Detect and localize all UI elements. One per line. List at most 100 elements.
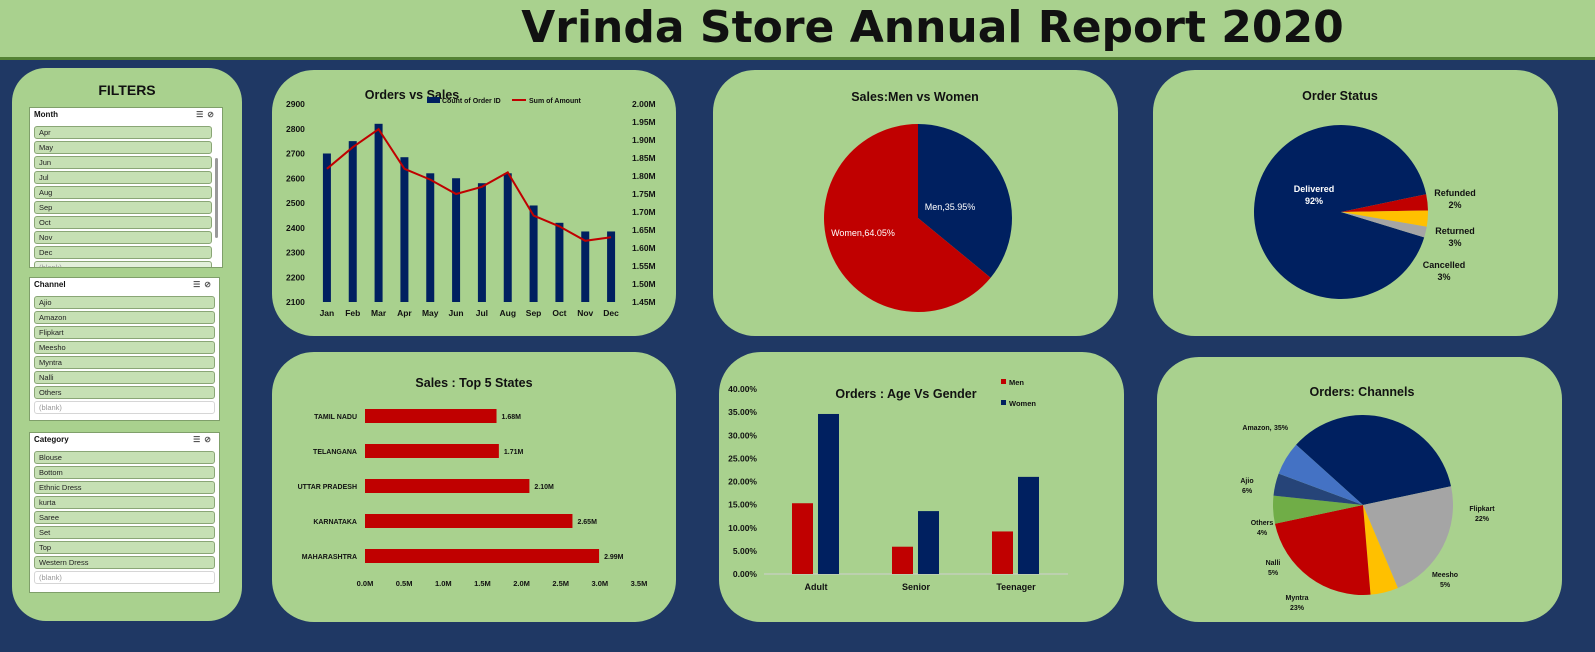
x-tick-label: Apr	[397, 308, 412, 318]
x-tick-label: 2.5M	[552, 579, 569, 588]
legend-label: Men	[1009, 378, 1024, 387]
slicer-item-channel[interactable]: Amazon	[34, 311, 215, 324]
x-tick-label: 2.0M	[513, 579, 530, 588]
x-tick-label: Adult	[805, 582, 828, 592]
y-tick-label: 2100	[286, 297, 305, 307]
month-slicer-title: Month	[34, 110, 58, 119]
slicer-item-category[interactable]: Ethnic Dress	[34, 481, 215, 494]
category-slicer[interactable]: Category ☰⊘ Blouse Bottom Ethnic Dress kurt…	[29, 432, 220, 593]
multi-select-icon[interactable]: ☰	[193, 435, 205, 444]
y2-tick-label: 1.95M	[632, 117, 656, 127]
data-label: 2.65M	[577, 519, 597, 526]
y-tick-label: 2800	[286, 124, 305, 134]
x-tick-label: Feb	[345, 308, 360, 318]
slicer-item-month[interactable]: (blank)	[34, 261, 212, 267]
slicer-item-month[interactable]: Aug	[34, 186, 212, 199]
slicer-item-month[interactable]: Jun	[34, 156, 212, 169]
slicer-item-category[interactable]: Western Dress	[34, 556, 215, 569]
slice-pct: 22%	[1475, 516, 1490, 523]
y-tick-label: 2200	[286, 272, 305, 282]
legend-label: Women	[1009, 399, 1036, 408]
bar-orders	[529, 205, 538, 302]
status-slice	[1254, 124, 1427, 299]
orders-vs-sales-card: Orders vs Sales Count of Order ID Sum of A…	[272, 70, 676, 336]
y-tick-label: 2500	[286, 198, 305, 208]
slicer-item-channel[interactable]: (blank)	[34, 401, 215, 414]
channel-slicer[interactable]: Channel ☰⊘ Ajio Amazon Flipkart Meesho Myntr…	[29, 277, 220, 421]
slice-pct: 5%	[1268, 570, 1279, 577]
x-tick-label: Mar	[371, 308, 387, 318]
slicer-item-category[interactable]: (blank)	[34, 571, 215, 584]
month-slicer-scrollbar[interactable]	[215, 158, 218, 238]
bar-men	[792, 503, 813, 574]
y-tick-label: 2900	[286, 99, 305, 109]
slicer-item-channel[interactable]: Meesho	[34, 341, 215, 354]
slicer-item-month[interactable]: May	[34, 141, 212, 154]
status-slice	[1341, 194, 1428, 212]
x-tick-label: Nov	[577, 308, 593, 318]
bar-state	[365, 549, 600, 563]
bar-women	[1018, 476, 1039, 574]
slicer-item-category[interactable]: Blouse	[34, 451, 215, 464]
slicer-item-month[interactable]: Oct	[34, 216, 212, 229]
clear-filter-icon[interactable]: ⊘	[204, 280, 215, 289]
clear-filter-icon[interactable]: ⊘	[207, 110, 218, 119]
data-label: 1.71M	[504, 449, 524, 456]
y-tick-label: 10.00%	[728, 523, 757, 533]
bar-orders	[348, 141, 357, 302]
x-tick-label: Oct	[552, 308, 566, 318]
slicer-item-month[interactable]: Sep	[34, 201, 212, 214]
x-tick-label: Jun	[449, 308, 464, 318]
y-tick-label: 20.00%	[728, 477, 757, 487]
slicer-item-channel[interactable]: Flipkart	[34, 326, 215, 339]
month-slicer[interactable]: Month ☰⊘ Apr May Jun Jul Aug Sep Oct Nov Dec (bla…	[29, 107, 223, 268]
month-slicer-header: Month ☰⊘	[30, 108, 222, 124]
slicer-item-channel[interactable]: Nalli	[34, 371, 215, 384]
slicer-item-channel[interactable]: Ajio	[34, 296, 215, 309]
bar-women	[818, 413, 839, 574]
slicer-item-month[interactable]: Jul	[34, 171, 212, 184]
slice-pct: 23%	[1290, 605, 1305, 612]
y-tick-label: UTTAR PRADESH	[298, 484, 357, 491]
clear-filter-icon[interactable]: ⊘	[204, 435, 215, 444]
y2-tick-label: 1.55M	[632, 261, 656, 271]
y-tick-label: KARNATAKA	[313, 519, 357, 526]
slicer-item-month[interactable]: Apr	[34, 126, 212, 139]
slice-pct: 2%	[1448, 200, 1461, 210]
y2-tick-label: 1.45M	[632, 297, 656, 307]
slicer-item-category[interactable]: Saree	[34, 511, 215, 524]
bar-orders	[555, 222, 564, 302]
slice-pct: 5%	[1440, 582, 1451, 589]
bar-orders	[322, 153, 331, 302]
slicer-item-category[interactable]: Top	[34, 541, 215, 554]
slice-label: Women,64.05%	[831, 228, 895, 238]
gender-slice	[823, 124, 991, 312]
slicer-item-channel[interactable]: Others	[34, 386, 215, 399]
slicer-item-channel[interactable]: Myntra	[34, 356, 215, 369]
bar-women	[918, 511, 939, 574]
y2-tick-label: 1.85M	[632, 153, 656, 163]
status-slice	[1341, 212, 1427, 238]
bar-orders	[581, 231, 590, 302]
y-tick-label: 30.00%	[728, 430, 757, 440]
slice-label: Meesho	[1432, 572, 1458, 579]
bar-orders	[477, 183, 486, 302]
slicer-item-category[interactable]: Bottom	[34, 466, 215, 479]
slicer-item-month[interactable]: Dec	[34, 246, 212, 259]
y2-tick-label: 1.70M	[632, 207, 656, 217]
slicer-item-month[interactable]: Nov	[34, 231, 212, 244]
chart-title: Sales : Top 5 States	[415, 376, 532, 390]
bar-state	[365, 514, 573, 528]
multi-select-icon[interactable]: ☰	[193, 280, 205, 289]
channel-slicer-header: Channel ☰⊘	[30, 278, 219, 294]
y-tick-label: 2300	[286, 248, 305, 258]
slice-pct: 4%	[1257, 530, 1268, 537]
order-status-chart: Order Status Delivered 92% Refunded 2% Return…	[1254, 89, 1476, 299]
y-tick-label: 2700	[286, 149, 305, 159]
slicer-item-category[interactable]: kurta	[34, 496, 215, 509]
slicer-item-category[interactable]: Set	[34, 526, 215, 539]
multi-select-icon[interactable]: ☰	[196, 110, 208, 119]
y-tick-label: 2600	[286, 173, 305, 183]
bar-state	[365, 479, 530, 493]
